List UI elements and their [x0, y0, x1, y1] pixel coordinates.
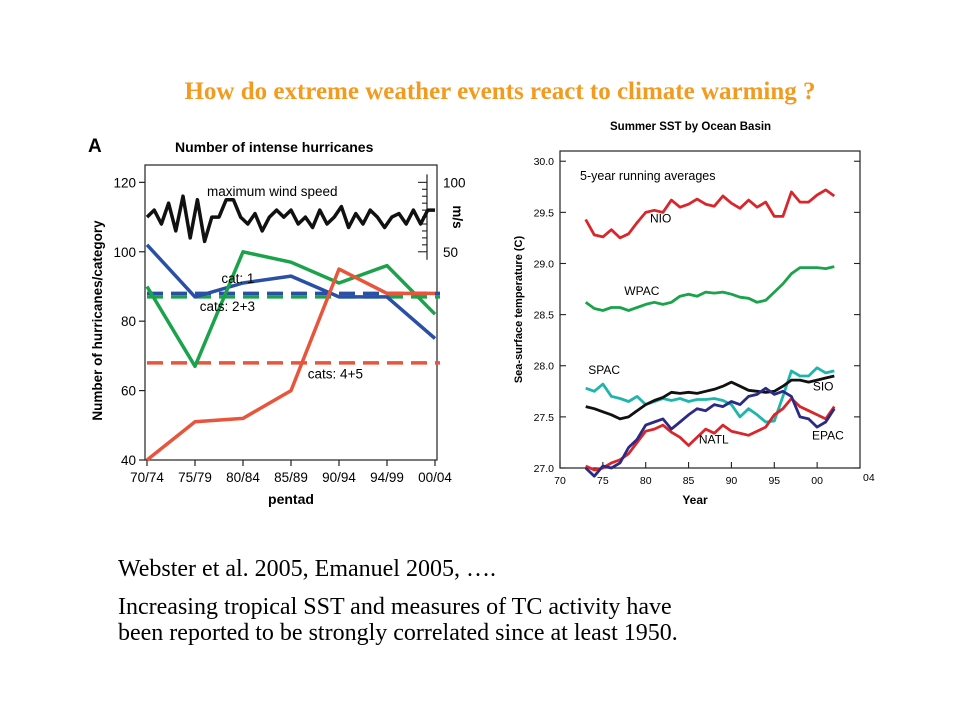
series-line-spac	[585, 366, 835, 424]
y-tick-label-30.0: 30.0	[534, 156, 555, 168]
slide-title: How do extreme weather events react to c…	[184, 78, 816, 105]
series-label-sio: SIO	[813, 379, 834, 393]
series-label-natl: NATL	[699, 432, 729, 446]
chart-title: Number of intense hurricanes	[175, 139, 374, 155]
series-line-wpac	[584, 265, 835, 312]
y-tick-label-29.0: 29.0	[534, 258, 555, 270]
panel-label: A	[88, 136, 102, 157]
y-tick-label-27.5: 27.5	[534, 412, 555, 424]
x-tick-label-75-79: 75/79	[178, 470, 212, 485]
y-tick-label-29.5: 29.5	[534, 207, 555, 219]
x-tick-label-90-94: 90/94	[322, 470, 356, 485]
x-tick-label-85: 85	[683, 475, 695, 487]
right-tick-label-100: 100	[443, 175, 466, 190]
y-tick-label-28.5: 28.5	[534, 310, 555, 322]
statement-line-2: been reported to be strongly correlated …	[118, 620, 678, 646]
series-label-epac: EPAC	[812, 428, 844, 442]
series-line-maximum-wind-speed	[145, 194, 435, 244]
series-line-cats-4-5	[145, 267, 435, 462]
series-label-spac: SPAC	[588, 363, 620, 377]
x-tick-label-70: 70	[554, 475, 566, 487]
statement-line-1: Increasing tropical SST and measures of …	[118, 594, 672, 620]
x-tick-label-partial: 04	[863, 472, 875, 484]
y-axis-label: Sea-surface temperature (C)	[513, 236, 525, 384]
series-line-epac	[584, 386, 836, 478]
x-tick-label-80: 80	[640, 475, 652, 487]
chart-subtitle: 5-year running averages	[580, 169, 716, 183]
y-tick-label-80: 80	[121, 314, 136, 329]
series-label-cat-1: cat: 1	[221, 271, 254, 286]
series-label-nio: NIO	[650, 212, 671, 226]
y-tick-label-100: 100	[113, 245, 136, 260]
series-label-cats-4-5: cats: 4+5	[308, 366, 363, 381]
series-line-sio	[585, 374, 835, 421]
series-line-nio	[584, 188, 836, 240]
y-tick-label-28.0: 28.0	[534, 361, 555, 373]
x-tick-label-00: 00	[811, 475, 823, 487]
x-tick-label-94-99: 94/99	[370, 470, 404, 485]
x-tick-label-80-84: 80/84	[226, 470, 260, 485]
y-tick-label-120: 120	[113, 175, 136, 190]
x-tick-label-95: 95	[768, 475, 780, 487]
y-tick-label-40: 40	[121, 453, 136, 468]
x-axis-label: Year	[682, 493, 708, 507]
x-tick-label-90: 90	[726, 475, 738, 487]
right-axis-label: m/s	[450, 205, 465, 228]
sst-chart: Summer SST by Ocean Basin 5-year running …	[505, 113, 905, 513]
y-tick-label-60: 60	[121, 384, 136, 399]
y-tick-label-27.0: 27.0	[534, 463, 555, 475]
series-label-maximum-wind-speed: maximum wind speed	[207, 184, 338, 199]
series-line-cat-1	[145, 243, 437, 340]
x-tick-label-00-04: 00/04	[418, 470, 452, 485]
series-label-wpac: WPAC	[624, 284, 659, 298]
x-tick-label-70-74: 70/74	[130, 470, 164, 485]
series-line-cats-2-3	[145, 250, 437, 369]
x-axis-label: pentad	[268, 491, 314, 507]
x-tick-label-75: 75	[597, 475, 609, 487]
hurricanes-chart: A Number of intense hurricanes 40 60 80 100 12…	[85, 130, 490, 510]
right-tick-label-50: 50	[443, 245, 458, 260]
y-axis-label: Number of hurricanes/category	[90, 220, 105, 421]
series-label-cats-2-3: cats: 2+3	[200, 299, 255, 314]
x-tick-label-85-89: 85/89	[274, 470, 308, 485]
plot-frame	[559, 150, 861, 469]
chart-title: Summer SST by Ocean Basin	[610, 121, 771, 133]
citation-text: Webster et al. 2005, Emanuel 2005, ….	[118, 556, 496, 582]
